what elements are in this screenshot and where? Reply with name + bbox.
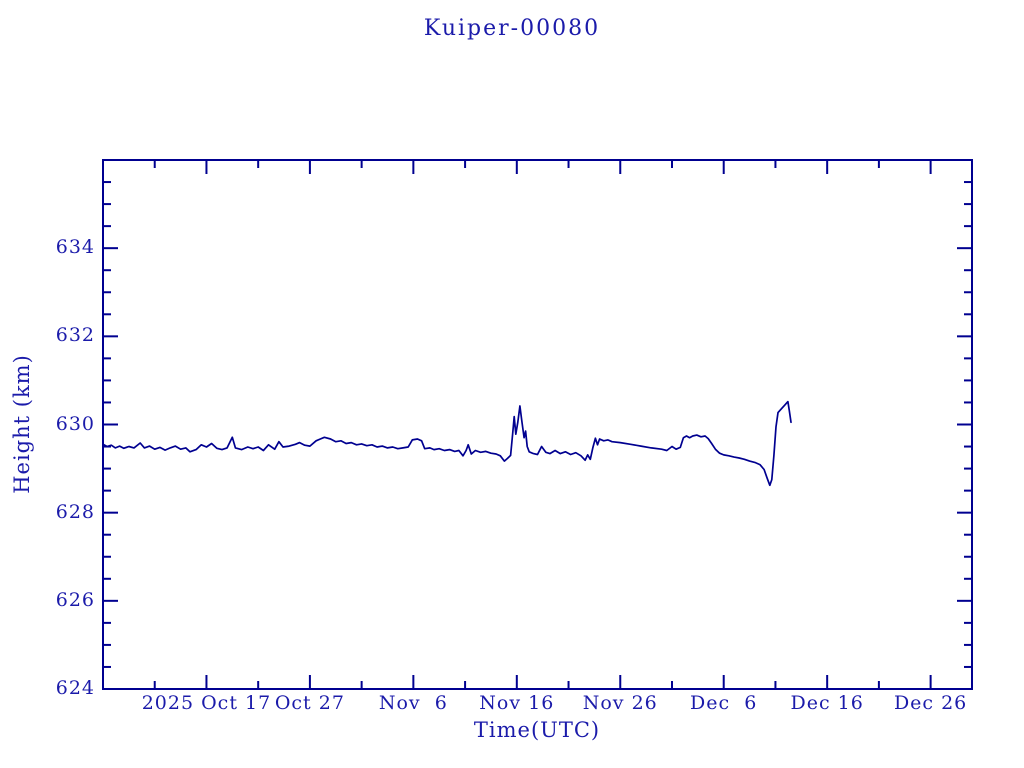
y-tick-label: 624 — [55, 677, 95, 699]
x-tick-label: Nov 16 — [479, 692, 555, 714]
y-tick-label: 630 — [55, 412, 95, 435]
x-tick-label: Nov 6 — [378, 692, 448, 714]
x-tick-label: 2025 Oct 17 — [141, 692, 272, 714]
y-tick-label: 626 — [55, 588, 95, 611]
chart-title: Kuiper-00080 — [423, 16, 601, 41]
plot-frame — [102, 159, 973, 690]
y-tick-label: 628 — [55, 500, 95, 523]
y-tick-label: 634 — [55, 236, 95, 259]
x-tick-label: Nov 26 — [582, 692, 658, 714]
height-data-line — [102, 400, 792, 487]
x-axis-title: Time(UTC) — [473, 718, 601, 742]
x-tick-label: Oct 27 — [274, 692, 345, 714]
x-tick-label: Dec 16 — [790, 692, 864, 714]
x-tick-label: Dec 26 — [893, 692, 968, 714]
y-tick-label: 632 — [55, 324, 95, 347]
x-tick-label: Dec 6 — [690, 692, 758, 714]
